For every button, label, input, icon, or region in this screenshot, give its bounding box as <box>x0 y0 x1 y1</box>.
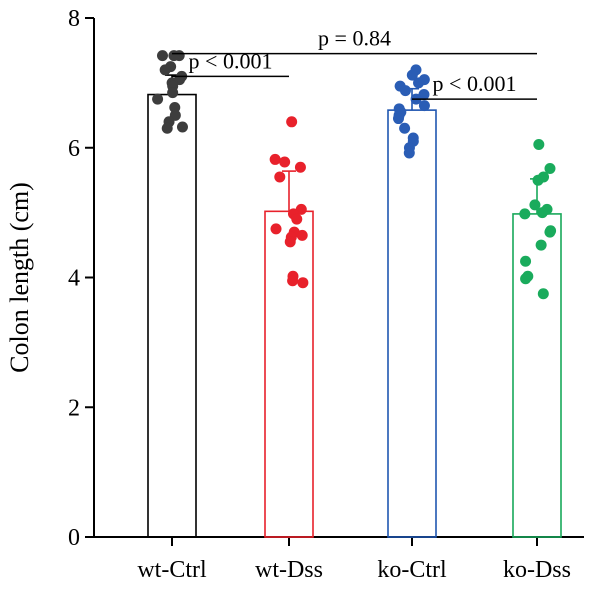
y-tick-label: 8 <box>68 6 80 32</box>
data-point <box>279 156 291 168</box>
data-point <box>297 277 309 289</box>
bar <box>387 109 437 538</box>
y-tick-label: 6 <box>68 136 80 162</box>
data-point <box>294 161 306 173</box>
data-point <box>284 236 296 248</box>
data-point <box>544 163 556 175</box>
data-point <box>296 229 308 241</box>
data-point <box>286 116 298 128</box>
data-point <box>399 85 411 97</box>
y-tick-label: 0 <box>68 525 80 551</box>
data-point <box>167 87 179 99</box>
bar <box>264 210 314 538</box>
y-tick-label: 4 <box>68 266 80 292</box>
data-point <box>159 64 171 76</box>
data-point <box>156 50 168 62</box>
data-point <box>533 139 545 151</box>
data-point <box>274 171 286 183</box>
data-point <box>520 255 532 267</box>
significance-label: p = 0.84 <box>318 26 391 51</box>
data-point <box>392 113 404 125</box>
x-tick-label: wt-Dss <box>255 557 323 583</box>
data-point <box>536 207 548 219</box>
data-point <box>520 273 532 285</box>
y-tick-label: 2 <box>68 395 80 421</box>
data-point <box>413 77 425 89</box>
x-tick-label: ko-Ctrl <box>377 557 447 583</box>
data-point <box>529 199 541 211</box>
significance-label: p < 0.001 <box>433 71 517 96</box>
data-point <box>287 275 299 287</box>
data-point <box>161 122 173 134</box>
bar <box>147 93 197 538</box>
data-point <box>291 213 303 225</box>
significance-label: p < 0.001 <box>189 48 273 73</box>
data-point <box>406 69 418 81</box>
data-point <box>152 93 164 105</box>
x-tick-label: wt-Ctrl <box>137 557 207 583</box>
data-point <box>399 122 411 134</box>
data-point <box>403 147 415 159</box>
data-point <box>519 208 531 220</box>
data-point <box>532 174 544 186</box>
data-point <box>537 288 549 300</box>
data-point <box>418 100 430 112</box>
data-point <box>168 50 180 62</box>
data-point <box>544 226 556 238</box>
data-point <box>535 239 547 251</box>
data-point <box>270 223 282 235</box>
plot-area: 0 2 4 6 8 wt-Ctrl wt-Dss ko-Ctrl ko-Dss p < 0.001… <box>68 6 584 583</box>
data-point <box>269 153 281 165</box>
data-point <box>176 121 188 133</box>
y-axis-title: Colon length (cm) <box>5 182 34 373</box>
x-tick-label: ko-Dss <box>503 557 571 583</box>
